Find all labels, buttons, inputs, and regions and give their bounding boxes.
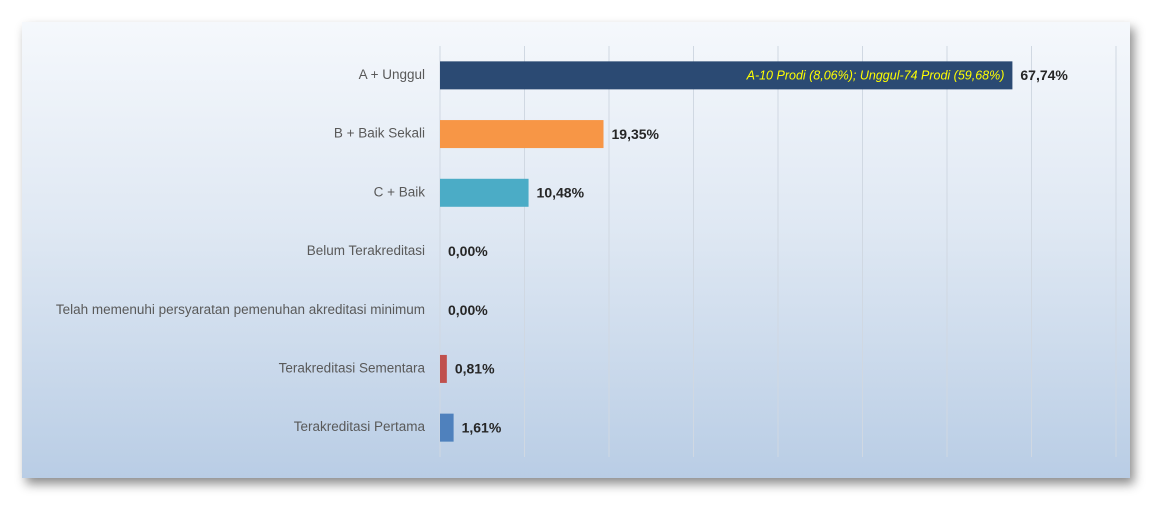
category-label: Terakreditasi Pertama <box>294 419 426 434</box>
category-label: A + Unggul <box>359 67 425 82</box>
category-label: Terakreditasi Sementara <box>279 360 426 375</box>
value-label: 0,00% <box>448 302 488 318</box>
value-label: 0,00% <box>448 243 488 259</box>
category-label: Belum Terakreditasi <box>307 243 425 258</box>
bar <box>440 61 1013 90</box>
value-label: 1,61% <box>462 419 502 435</box>
category-label: B + Baik Sekali <box>334 126 425 141</box>
bar <box>440 120 604 149</box>
value-label: 10,48% <box>537 184 585 200</box>
value-label: 19,35% <box>612 126 660 142</box>
bar <box>440 413 454 442</box>
category-label: C + Baik <box>374 184 426 199</box>
chart-panel <box>22 22 1130 478</box>
value-label: 0,81% <box>455 361 495 377</box>
category-label: Telah memenuhi persyaratan pemenuhan akr… <box>56 302 425 317</box>
value-label: 67,74% <box>1020 67 1068 83</box>
bar <box>440 354 447 383</box>
annotation: A-10 Prodi (8,06%); Unggul-74 Prodi (59,… <box>746 69 1005 83</box>
bar <box>440 178 529 207</box>
